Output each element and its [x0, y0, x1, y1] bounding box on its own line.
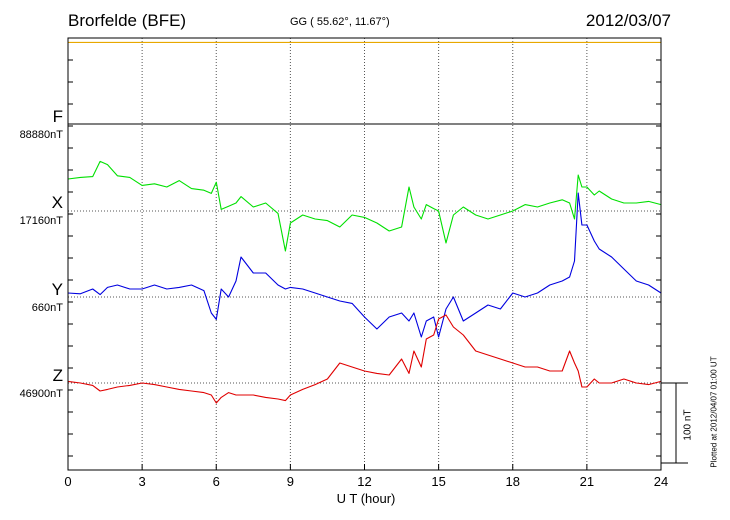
channel-name-z: Z [52, 366, 63, 385]
grid-layer [141, 38, 588, 470]
x-tick-label: 12 [357, 474, 371, 489]
baseline-layer [68, 123, 661, 384]
channel-baseline-z: 46900nT [19, 388, 63, 400]
channel-label-f: F 88880nT [19, 107, 63, 142]
plot-date: 2012/03/07 [585, 11, 671, 30]
x-tick-label: 3 [139, 474, 146, 489]
channel-baseline-y: 660nT [31, 302, 63, 314]
channel-name-y: Y [51, 280, 63, 299]
channel-baseline-f: 88880nT [19, 129, 63, 141]
channel-label-y: Y 660nT [31, 280, 63, 315]
x-tick-label: 24 [654, 474, 668, 489]
x-tick-label: 0 [64, 474, 71, 489]
channel-label-x: X 17160nT [19, 193, 63, 228]
channel-label-z: Z 46900nT [19, 366, 63, 401]
series-line-z [67, 314, 662, 404]
scale-bar [661, 382, 688, 464]
station-coords: GG ( 55.62°, 11.67°) [290, 16, 390, 28]
x-tick-label: 15 [431, 474, 445, 489]
series-layer [67, 41, 662, 404]
x-tick-label: 21 [580, 474, 594, 489]
station-title: Brorfelde (BFE) [68, 11, 187, 30]
x-tick-label: 6 [213, 474, 220, 489]
x-axis-label: U T (hour) [336, 491, 396, 506]
x-tick-label: 18 [506, 474, 520, 489]
scale-bar-label: 100 nT [682, 409, 694, 441]
plotted-note: Plotted at 2012/04/07 01:00 UT [709, 356, 719, 468]
channel-name-x: X [51, 193, 63, 212]
x-tick-label: 9 [287, 474, 294, 489]
series-line-x [67, 160, 662, 252]
series-line-y [67, 192, 662, 338]
channel-baseline-x: 17160nT [19, 215, 63, 227]
tick-layer: 0 3 6 9 12 15 18 21 24 [64, 59, 668, 489]
channel-name-f: F [52, 107, 63, 126]
